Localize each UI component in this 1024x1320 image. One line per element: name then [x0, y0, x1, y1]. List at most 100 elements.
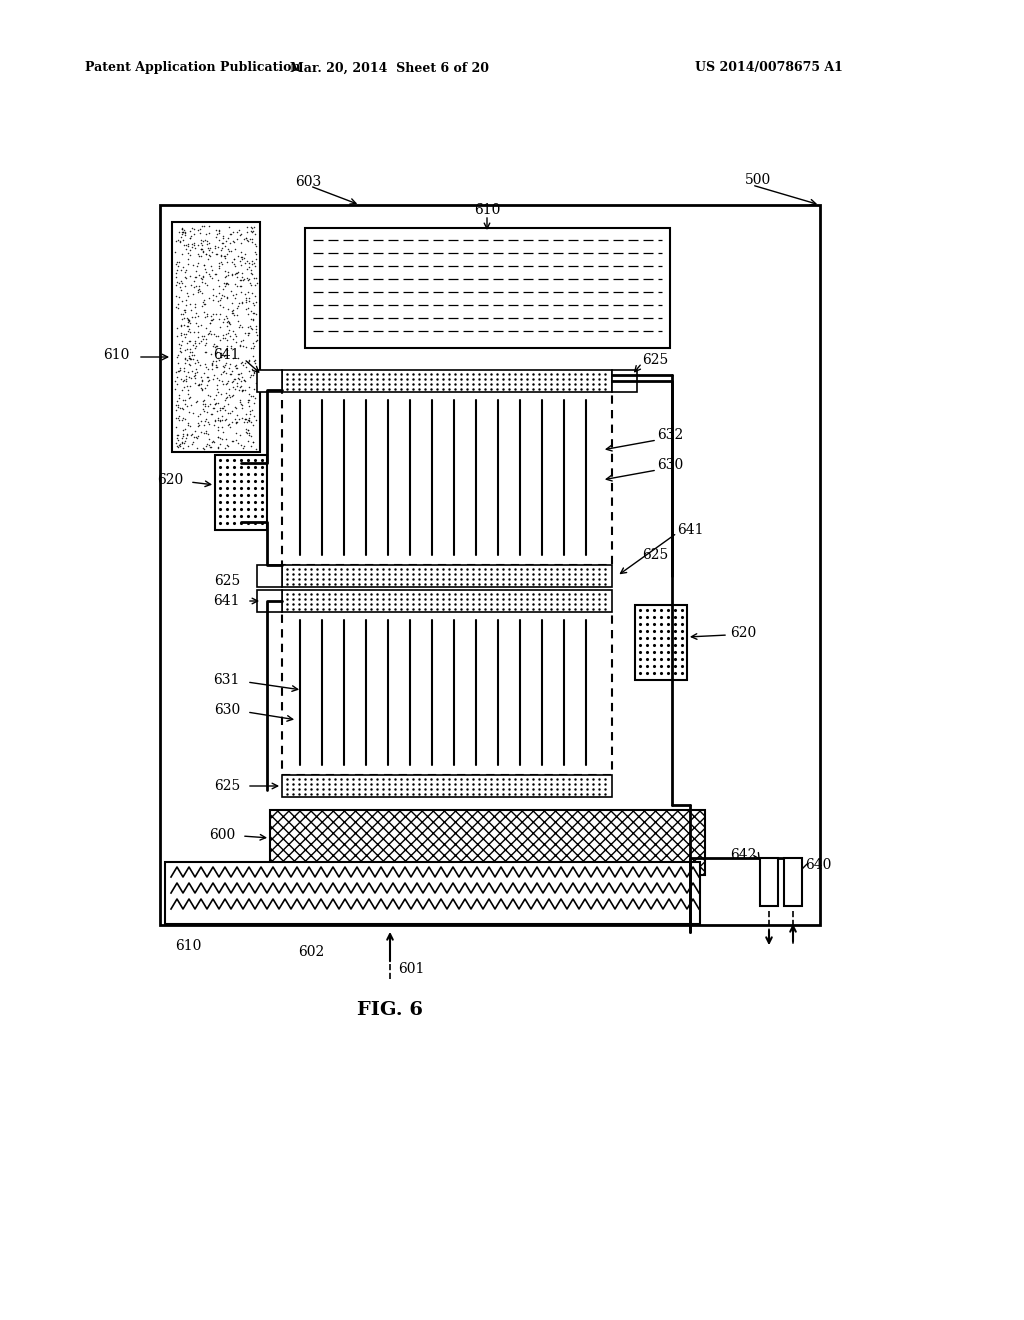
- Point: [187, 392, 204, 413]
- Point: [214, 405, 230, 426]
- Point: [185, 235, 202, 256]
- Point: [179, 253, 196, 275]
- Point: [239, 267, 255, 288]
- Point: [199, 243, 215, 264]
- Text: Patent Application Publication: Patent Application Publication: [85, 62, 300, 74]
- Point: [231, 269, 248, 290]
- Point: [233, 434, 250, 455]
- Point: [212, 364, 228, 385]
- Bar: [282, 590, 612, 612]
- Point: [195, 242, 211, 263]
- Point: [222, 416, 239, 437]
- Point: [219, 286, 236, 308]
- Point: [175, 256, 191, 277]
- Point: [186, 293, 203, 314]
- Bar: [165, 862, 700, 924]
- Point: [241, 322, 257, 343]
- Point: [213, 429, 229, 450]
- Point: [238, 404, 254, 425]
- Point: [234, 292, 251, 313]
- Point: [190, 333, 207, 354]
- Point: [174, 408, 190, 429]
- Point: [232, 376, 249, 397]
- Point: [228, 372, 245, 393]
- Point: [174, 290, 190, 312]
- Point: [230, 363, 247, 384]
- Point: [224, 264, 241, 285]
- Point: [179, 414, 196, 436]
- Point: [241, 389, 257, 411]
- Point: [248, 236, 264, 257]
- Point: [197, 354, 213, 375]
- Point: [208, 220, 224, 242]
- Point: [199, 304, 215, 325]
- Bar: [215, 455, 267, 531]
- Point: [185, 232, 202, 253]
- Point: [193, 411, 209, 432]
- Point: [169, 272, 185, 293]
- Point: [181, 244, 198, 265]
- Point: [209, 290, 225, 312]
- Text: 620: 620: [730, 626, 757, 640]
- Point: [245, 302, 261, 323]
- Point: [189, 305, 206, 326]
- Point: [247, 387, 263, 408]
- Point: [198, 341, 214, 362]
- Point: [196, 253, 212, 275]
- Point: [207, 337, 223, 358]
- Point: [212, 317, 228, 338]
- Text: 625: 625: [214, 779, 240, 793]
- Point: [188, 362, 205, 383]
- Point: [208, 338, 224, 359]
- Point: [218, 273, 234, 294]
- Point: [246, 335, 262, 356]
- Point: [247, 224, 263, 246]
- Point: [219, 335, 236, 356]
- Point: [181, 401, 198, 422]
- Point: [244, 282, 260, 304]
- Point: [174, 397, 190, 418]
- Point: [227, 397, 244, 418]
- Point: [177, 301, 194, 322]
- Point: [209, 379, 225, 400]
- Point: [210, 437, 226, 458]
- Point: [219, 329, 236, 350]
- Point: [238, 288, 254, 309]
- Point: [195, 290, 211, 312]
- Point: [189, 234, 206, 255]
- Point: [202, 321, 218, 342]
- Point: [211, 222, 227, 243]
- Point: [226, 368, 243, 389]
- Point: [189, 219, 206, 240]
- Point: [186, 267, 203, 288]
- Point: [215, 374, 231, 395]
- Point: [205, 304, 221, 325]
- Point: [219, 227, 236, 248]
- Text: 631: 631: [214, 673, 240, 686]
- Point: [206, 414, 222, 436]
- Point: [236, 370, 252, 391]
- Point: [230, 363, 247, 384]
- Text: 600: 600: [209, 828, 234, 842]
- Point: [189, 322, 206, 343]
- Point: [203, 404, 219, 425]
- Point: [174, 218, 190, 239]
- Text: 640: 640: [805, 858, 831, 873]
- Point: [194, 371, 210, 392]
- Point: [178, 333, 195, 354]
- Point: [195, 282, 211, 304]
- Point: [196, 438, 212, 459]
- Point: [229, 246, 246, 267]
- Point: [241, 256, 257, 277]
- Point: [179, 380, 196, 401]
- Point: [207, 264, 223, 285]
- Point: [238, 337, 254, 358]
- Point: [195, 240, 211, 261]
- Point: [240, 389, 256, 411]
- Point: [213, 342, 229, 363]
- Point: [168, 416, 184, 437]
- Point: [231, 219, 248, 240]
- Point: [230, 317, 247, 338]
- Point: [200, 422, 216, 444]
- Point: [176, 352, 193, 374]
